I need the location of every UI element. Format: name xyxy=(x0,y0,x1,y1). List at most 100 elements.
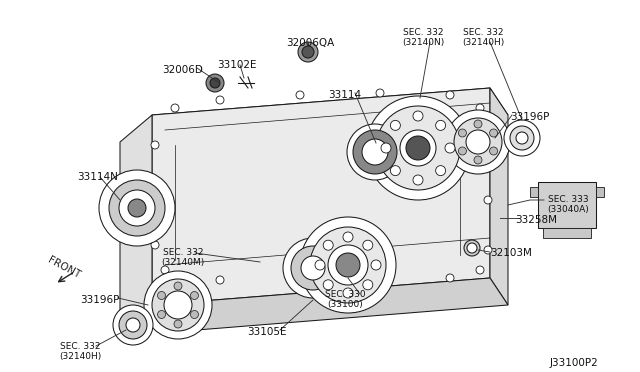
Circle shape xyxy=(371,260,381,270)
Circle shape xyxy=(504,120,540,156)
Circle shape xyxy=(474,156,482,164)
Circle shape xyxy=(128,199,146,217)
Circle shape xyxy=(490,147,497,155)
Circle shape xyxy=(174,282,182,290)
Circle shape xyxy=(161,266,169,274)
Polygon shape xyxy=(530,187,538,197)
Circle shape xyxy=(363,240,372,250)
Polygon shape xyxy=(152,278,508,332)
Text: 33105E: 33105E xyxy=(247,327,287,337)
Circle shape xyxy=(353,130,397,174)
Circle shape xyxy=(323,280,333,290)
Text: 32006QA: 32006QA xyxy=(286,38,334,48)
Circle shape xyxy=(328,245,368,285)
Circle shape xyxy=(151,191,159,199)
Circle shape xyxy=(490,129,497,137)
Text: 32103M: 32103M xyxy=(490,248,532,258)
Circle shape xyxy=(376,106,460,190)
Circle shape xyxy=(283,238,343,298)
Polygon shape xyxy=(152,88,508,142)
Circle shape xyxy=(191,292,198,299)
Text: 33196P: 33196P xyxy=(80,295,120,305)
Circle shape xyxy=(446,274,454,282)
Circle shape xyxy=(157,292,166,299)
Circle shape xyxy=(366,96,470,200)
Circle shape xyxy=(454,118,502,166)
Text: 32006D: 32006D xyxy=(163,65,204,75)
Circle shape xyxy=(347,124,403,180)
Circle shape xyxy=(296,276,304,284)
Circle shape xyxy=(119,311,147,339)
Circle shape xyxy=(362,139,388,165)
Circle shape xyxy=(413,111,423,121)
Text: 33258M: 33258M xyxy=(515,215,557,225)
Circle shape xyxy=(413,175,423,185)
Circle shape xyxy=(164,291,192,319)
Circle shape xyxy=(291,246,335,290)
Circle shape xyxy=(445,143,455,153)
Circle shape xyxy=(400,130,436,166)
Circle shape xyxy=(376,89,384,97)
Text: SEC. 332
(32140H): SEC. 332 (32140H) xyxy=(462,28,504,47)
Circle shape xyxy=(301,256,325,280)
Circle shape xyxy=(343,232,353,242)
Circle shape xyxy=(310,227,386,303)
Circle shape xyxy=(484,246,492,254)
Circle shape xyxy=(206,74,224,92)
Circle shape xyxy=(390,166,401,176)
Circle shape xyxy=(157,311,166,318)
Circle shape xyxy=(458,147,467,155)
Text: SEC. 332
(32140M): SEC. 332 (32140M) xyxy=(161,248,205,267)
Circle shape xyxy=(152,279,204,331)
Circle shape xyxy=(126,318,140,332)
Polygon shape xyxy=(152,88,490,305)
Circle shape xyxy=(436,121,445,130)
Circle shape xyxy=(119,190,155,226)
Circle shape xyxy=(363,280,372,290)
Circle shape xyxy=(216,96,224,104)
Text: SEC. 332
(32140N): SEC. 332 (32140N) xyxy=(402,28,444,47)
Circle shape xyxy=(323,240,333,250)
Polygon shape xyxy=(538,182,596,228)
Circle shape xyxy=(174,320,182,328)
Text: SEC. 332
(32140H): SEC. 332 (32140H) xyxy=(59,342,101,362)
Circle shape xyxy=(376,274,384,282)
Text: 33114: 33114 xyxy=(328,90,362,100)
Circle shape xyxy=(300,217,396,313)
Circle shape xyxy=(458,129,467,137)
Text: FRONT: FRONT xyxy=(46,255,82,281)
Circle shape xyxy=(99,170,175,246)
Circle shape xyxy=(466,130,490,154)
Circle shape xyxy=(191,311,198,318)
Circle shape xyxy=(446,110,510,174)
Circle shape xyxy=(406,136,430,160)
Circle shape xyxy=(151,241,159,249)
Circle shape xyxy=(151,141,159,149)
Polygon shape xyxy=(596,187,604,197)
Circle shape xyxy=(298,42,318,62)
Circle shape xyxy=(315,260,325,270)
Text: 33114N: 33114N xyxy=(77,172,118,182)
Circle shape xyxy=(210,78,220,88)
Circle shape xyxy=(476,266,484,274)
Circle shape xyxy=(464,240,480,256)
Circle shape xyxy=(296,91,304,99)
Circle shape xyxy=(144,271,212,339)
Circle shape xyxy=(436,166,445,176)
Circle shape xyxy=(484,146,492,154)
Circle shape xyxy=(474,120,482,128)
Polygon shape xyxy=(120,115,152,332)
Text: SEC. 333
(33040A): SEC. 333 (33040A) xyxy=(547,195,589,214)
Circle shape xyxy=(302,46,314,58)
Text: 33196P: 33196P xyxy=(510,112,549,122)
Circle shape xyxy=(216,276,224,284)
Circle shape xyxy=(336,253,360,277)
Circle shape xyxy=(484,196,492,204)
Text: 33102E: 33102E xyxy=(217,60,257,70)
Circle shape xyxy=(516,132,528,144)
Circle shape xyxy=(390,121,401,130)
Circle shape xyxy=(476,104,484,112)
Circle shape xyxy=(467,243,477,253)
Circle shape xyxy=(510,126,534,150)
Circle shape xyxy=(171,104,179,112)
